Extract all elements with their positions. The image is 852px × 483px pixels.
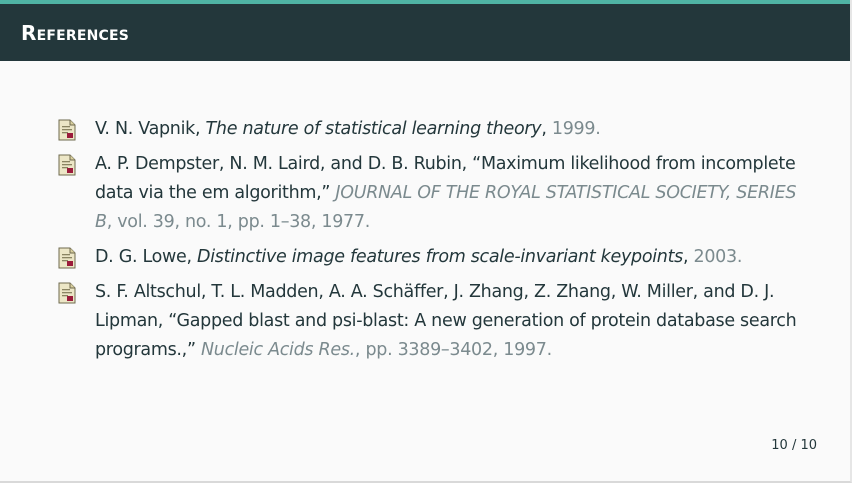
document-icon xyxy=(58,119,76,141)
reference-details: , vol. 39, no. 1, pp. 1–38, 1977. xyxy=(106,212,371,232)
reference-venue: JOURNAL OF THE ROYAL STATISTICAL SOCIETY… xyxy=(95,183,797,232)
page-number: 10 / 10 xyxy=(771,438,817,453)
reference-details: , pp. 3389–3402, 1997. xyxy=(354,340,552,360)
reference-authors: A. P. Dempster, N. M. Laird, and D. B. R… xyxy=(95,154,796,203)
reference-text: D. G. Lowe, Distinctive image features f… xyxy=(95,243,742,272)
reference-title: Distinctive image features from scale-in… xyxy=(197,247,683,267)
document-icon xyxy=(58,154,76,176)
reference-details: 1999. xyxy=(551,119,601,139)
reference-details: 2003. xyxy=(693,247,743,267)
reference-separator: , xyxy=(541,119,547,139)
reference-item: A. P. Dempster, N. M. Laird, and D. B. R… xyxy=(58,150,798,237)
reference-separator: , xyxy=(682,247,689,267)
reference-authors: S. F. Altschul, T. L. Madden, A. A. Schä… xyxy=(95,282,797,360)
reference-item: D. G. Lowe, Distinctive image features f… xyxy=(58,243,798,272)
reference-text: A. P. Dempster, N. M. Laird, and D. B. R… xyxy=(95,150,798,237)
document-icon xyxy=(58,247,76,269)
frame-title-bar: References xyxy=(0,4,850,61)
document-icon xyxy=(58,282,76,304)
reference-text: S. F. Altschul, T. L. Madden, A. A. Schä… xyxy=(95,278,798,365)
reference-authors: D. G. Lowe, xyxy=(95,247,192,267)
reference-item: V. N. Vapnik, The nature of statistical … xyxy=(58,115,798,144)
accent-bar xyxy=(0,0,850,4)
reference-title: The nature of statistical learning theor… xyxy=(205,119,542,139)
reference-list: V. N. Vapnik, The nature of statistical … xyxy=(58,115,798,371)
reference-text: V. N. Vapnik, The nature of statistical … xyxy=(95,115,601,144)
reference-venue: Nucleic Acids Res. xyxy=(200,340,355,360)
frame-title: References xyxy=(21,20,130,45)
reference-item: S. F. Altschul, T. L. Madden, A. A. Schä… xyxy=(58,278,798,365)
reference-authors: V. N. Vapnik, xyxy=(95,119,201,139)
